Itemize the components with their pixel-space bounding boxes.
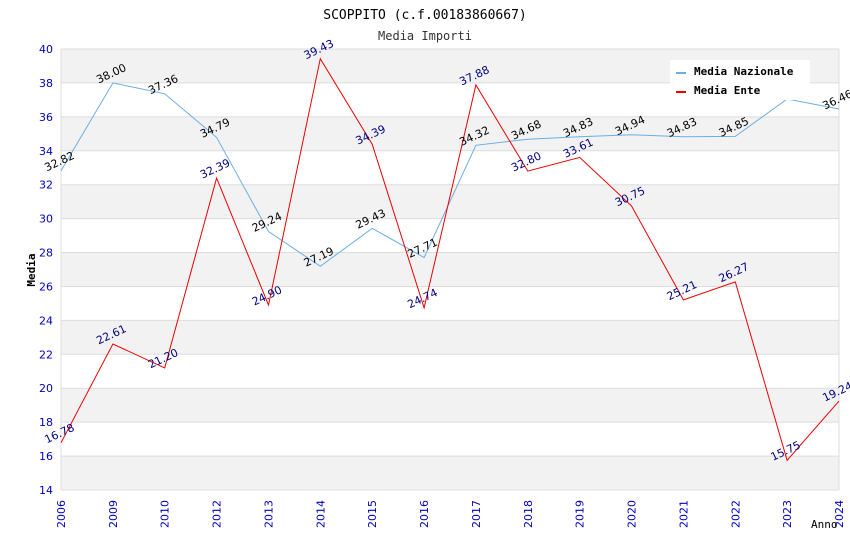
y-tick-label: 24 (39, 314, 53, 327)
y-tick-label: 28 (39, 247, 53, 260)
y-tick-label: 14 (39, 484, 53, 497)
x-tick-label: 2006 (55, 500, 68, 528)
y-tick-label: 40 (39, 43, 53, 56)
grid-band (61, 320, 839, 355)
x-tick-label: 2010 (159, 500, 172, 528)
x-tick-label: 2016 (418, 500, 431, 528)
grid-band (61, 456, 839, 490)
x-tick-label: 2019 (574, 500, 587, 528)
x-tick-label: 2024 (833, 500, 846, 528)
y-tick-label: 38 (39, 77, 53, 90)
y-tick-label: 36 (39, 111, 53, 124)
data-label: 32.80 (509, 149, 543, 174)
y-tick-label: 18 (39, 416, 53, 429)
y-tick-label: 20 (39, 382, 53, 395)
y-tick-label: 34 (39, 145, 53, 158)
legend: Media Nazionale Media Ente (670, 60, 810, 100)
x-tick-label: 2018 (522, 500, 535, 528)
series-line-media-ente (60, 57, 840, 462)
grid-band (61, 252, 839, 287)
y-tick-label: 16 (39, 450, 53, 463)
grid-band (61, 116, 839, 151)
x-tick-label: 2023 (781, 500, 794, 528)
x-tick-label: 2015 (366, 500, 379, 528)
grid-lines (60, 48, 840, 491)
y-tick-label: 32 (39, 179, 53, 192)
y-tick-label: 26 (39, 280, 53, 293)
x-tick-label: 2009 (107, 500, 120, 528)
series-line-media-nazionale (60, 82, 840, 267)
y-axis-ticks: 14 16 18 20 22 24 26 28 30 32 34 36 38 40 (39, 43, 53, 497)
background-bands (61, 49, 839, 490)
x-tick-label: 2017 (470, 500, 483, 528)
x-axis-label: Anno (811, 518, 838, 531)
legend-box (670, 60, 810, 100)
chart-title: SCOPPITO (c.f.00183860667) (323, 8, 527, 23)
grid-band (61, 388, 839, 423)
legend-label-media-nazionale: Media Nazionale (694, 65, 794, 78)
x-tick-label: 2022 (729, 500, 742, 528)
x-tick-label: 2013 (262, 500, 275, 528)
series-lines (60, 57, 840, 462)
chart-subtitle: Media Importi (378, 29, 472, 43)
x-tick-label: 2014 (314, 500, 327, 528)
x-tick-label: 2012 (211, 500, 224, 528)
y-axis-label: Media (25, 253, 38, 286)
legend-label-media-ente: Media Ente (694, 84, 761, 97)
y-tick-label: 22 (39, 348, 53, 361)
data-label: 32.39 (198, 156, 232, 181)
data-label: 24.74 (406, 286, 440, 311)
x-axis-ticks: 2006 2009 2010 2012 2013 2014 2015 2016 2017 2018… (55, 500, 846, 528)
y-tick-label: 30 (39, 213, 53, 226)
x-tick-label: 2020 (626, 500, 639, 528)
data-label: 24.90 (250, 283, 284, 308)
x-tick-label: 2021 (677, 500, 690, 528)
